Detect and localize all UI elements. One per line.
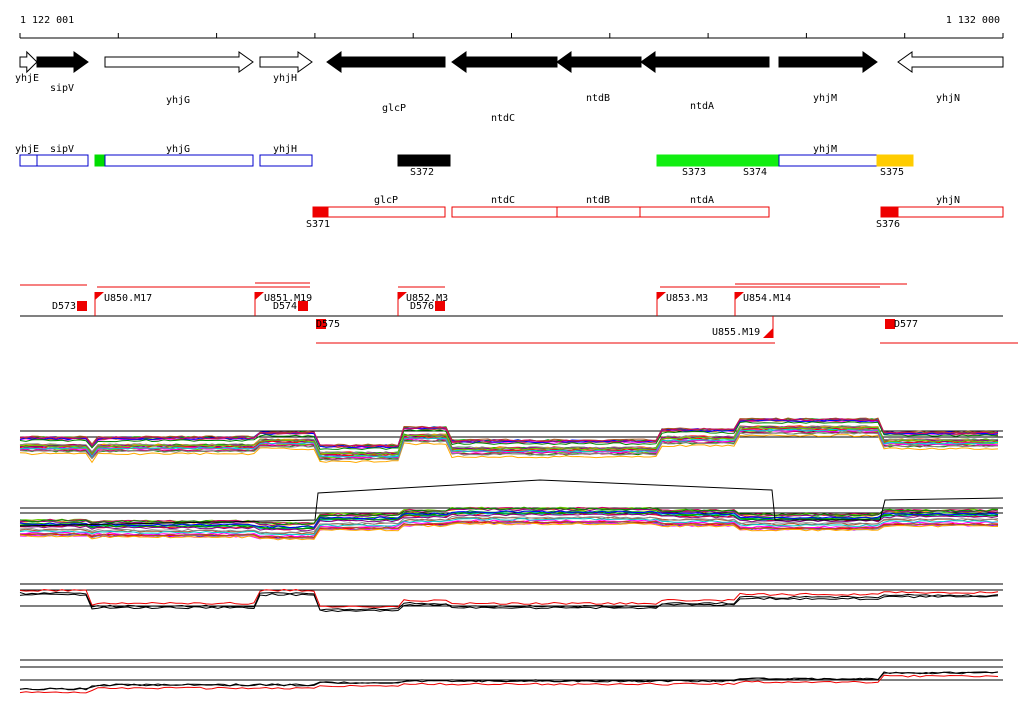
gene-arrow <box>640 51 770 73</box>
label: yhjH <box>273 144 297 155</box>
transcript <box>327 206 446 218</box>
trace <box>19 522 999 541</box>
label: yhjE <box>15 73 39 84</box>
label: yhjN <box>936 195 960 206</box>
segment <box>876 154 914 167</box>
label: U850.M17 <box>104 293 152 304</box>
gene-arrow <box>104 51 254 73</box>
gene-arrow <box>259 51 313 73</box>
label: D573 <box>52 301 76 312</box>
label: yhjM <box>813 93 837 104</box>
segment <box>19 154 38 167</box>
label: ntdA <box>690 101 714 112</box>
label: D576 <box>410 301 434 312</box>
trace <box>19 593 999 613</box>
gene-arrow <box>326 51 446 73</box>
label: D574 <box>273 301 297 312</box>
trace <box>19 434 999 464</box>
trace <box>19 520 999 539</box>
label: S374 <box>743 167 767 178</box>
label: S376 <box>876 219 900 230</box>
trace <box>19 510 999 529</box>
label: sipV <box>50 83 74 94</box>
trace <box>19 427 999 457</box>
trace <box>19 479 1004 527</box>
segment <box>656 154 780 167</box>
label: yhjH <box>273 73 297 84</box>
label: yhjM <box>813 144 837 155</box>
trace <box>19 507 998 526</box>
feature-box <box>435 301 445 311</box>
feature-box <box>316 319 326 329</box>
gene-arrow <box>36 51 89 73</box>
label: ntdC <box>491 195 515 206</box>
flag <box>735 292 744 300</box>
segment <box>94 154 106 167</box>
trace <box>19 426 999 456</box>
label: yhjE <box>15 144 39 155</box>
trace <box>19 588 999 608</box>
transcript <box>312 206 329 218</box>
label: yhjN <box>936 93 960 104</box>
trace <box>19 418 999 448</box>
label: ntdB <box>586 93 610 104</box>
flag <box>398 292 407 300</box>
label: D577 <box>894 319 918 330</box>
segment <box>104 154 254 167</box>
trace <box>19 428 999 458</box>
gene-arrow <box>19 50 38 74</box>
label: U851.M19 <box>264 293 312 304</box>
flag <box>95 292 104 300</box>
label: U854.M14 <box>743 293 791 304</box>
trace <box>19 519 999 538</box>
segment <box>259 154 313 167</box>
transcript <box>639 206 770 218</box>
gene-arrow <box>897 51 1004 73</box>
label: S373 <box>682 167 706 178</box>
segment <box>778 154 878 167</box>
trace <box>19 671 999 691</box>
label: yhjG <box>166 144 190 155</box>
flag <box>657 292 666 300</box>
flag <box>255 292 264 300</box>
transcript <box>880 206 899 218</box>
trace <box>19 591 999 611</box>
label: S371 <box>306 219 330 230</box>
label: ntdB <box>586 195 610 206</box>
transcript <box>451 206 558 218</box>
label: U852.M3 <box>406 293 448 304</box>
ruler-start: 1 122 001 <box>20 15 74 26</box>
label: U853.M3 <box>666 293 708 304</box>
label: U855.M19 <box>712 327 760 338</box>
label: glcP <box>382 103 406 114</box>
gene-arrow <box>778 51 878 73</box>
trace <box>19 515 999 534</box>
segment <box>397 154 451 167</box>
gene-arrow <box>556 51 642 73</box>
label: D575 <box>316 319 340 330</box>
flag <box>763 328 773 338</box>
segment <box>36 154 89 167</box>
label: S372 <box>410 167 434 178</box>
gene-arrow <box>451 51 558 73</box>
label: ntdC <box>491 113 515 124</box>
label: glcP <box>374 195 398 206</box>
label: sipV <box>50 144 74 155</box>
label: S375 <box>880 167 904 178</box>
trace <box>19 513 999 532</box>
feature-box <box>298 301 308 311</box>
trace <box>19 517 999 536</box>
trace <box>19 674 999 694</box>
label: yhjG <box>166 95 190 106</box>
trace <box>19 431 998 461</box>
transcript <box>556 206 641 218</box>
trace <box>19 421 999 451</box>
label: ntdA <box>690 195 714 206</box>
feature-box <box>885 319 895 329</box>
ruler-end: 1 132 000 <box>946 15 1000 26</box>
feature-box <box>77 301 87 311</box>
transcript <box>897 206 1004 218</box>
